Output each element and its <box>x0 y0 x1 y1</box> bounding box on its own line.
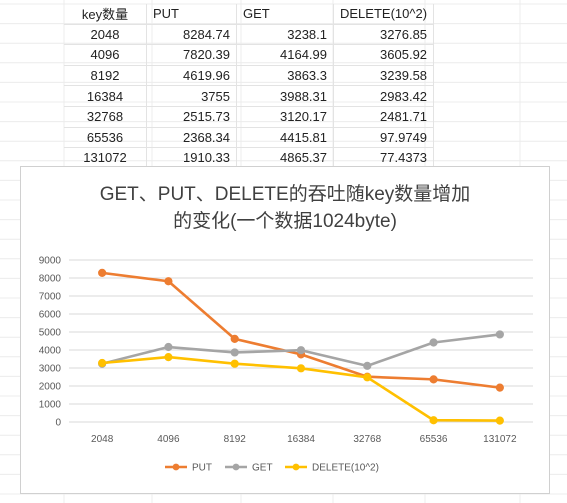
data-point <box>164 277 173 286</box>
legend-marker <box>232 463 240 471</box>
data-point <box>495 330 504 339</box>
x-tick-label: 16384 <box>287 434 315 445</box>
legend-marker <box>292 463 300 471</box>
table-cell[interactable]: 4415.81 <box>236 127 334 149</box>
data-point <box>230 359 239 368</box>
table-cell[interactable]: 3120.17 <box>236 106 334 128</box>
data-point <box>363 361 372 370</box>
data-point <box>98 358 107 368</box>
data-point <box>230 348 239 357</box>
table-row: 8192 4619.96 3863.3 3239.58 <box>64 65 435 87</box>
table-cell[interactable]: 8284.74 <box>146 24 237 46</box>
table-row: 32768 2515.73 3120.17 2481.71 <box>64 106 435 128</box>
legend-marker <box>172 463 180 471</box>
y-tick-label: 0 <box>55 418 61 429</box>
x-tick-label: 32768 <box>353 434 381 445</box>
data-point <box>230 334 239 343</box>
y-tick-label: 5000 <box>39 328 62 339</box>
chart-title: GET、PUT、DELETE的吞吐随key数量增加 的变化(一个数据1024by… <box>21 181 549 235</box>
data-point <box>296 364 306 373</box>
table-cell[interactable]: 4096 <box>64 44 147 66</box>
data-point <box>363 373 372 382</box>
table-cell[interactable]: 2368.34 <box>146 127 237 149</box>
chart-title-line1: GET、PUT、DELETE的吞吐随key数量增加 <box>99 184 471 205</box>
table-cell[interactable]: 7820.39 <box>146 44 237 66</box>
table-cell[interactable]: 16384 <box>64 85 147 107</box>
table-cell[interactable]: PUT <box>146 4 237 25</box>
data-point <box>296 346 306 355</box>
table-cell[interactable]: 3605.92 <box>333 44 435 66</box>
x-tick-label: 2048 <box>91 434 114 445</box>
table-cell[interactable]: 3239.58 <box>333 65 435 87</box>
data-point <box>164 352 173 362</box>
x-tick-label: 131072 <box>483 434 517 445</box>
table-cell[interactable]: 2481.71 <box>333 106 435 128</box>
table-cell[interactable]: 3276.85 <box>333 24 435 46</box>
line-chart-plot: 0 1000 2000 3000 4000 5000 6000 7000 8000 9000 204… <box>39 256 533 474</box>
table-cell[interactable]: 4619.96 <box>146 65 237 87</box>
x-tick-label: 8192 <box>224 434 247 445</box>
table-cell[interactable]: 97.9749 <box>333 127 435 149</box>
table-cell[interactable]: 2515.73 <box>146 106 237 128</box>
data-point <box>429 416 438 425</box>
table-row: 65536 2368.34 4415.81 97.9749 <box>64 127 435 149</box>
legend-label: DELETE(10^2) <box>312 463 379 474</box>
data-point <box>429 338 438 347</box>
y-tick-label: 4000 <box>39 346 62 357</box>
table-cell[interactable]: 3988.31 <box>236 85 334 107</box>
table-cell[interactable]: 4164.99 <box>236 44 334 66</box>
table-cell[interactable]: 2983.42 <box>333 85 435 107</box>
data-point <box>98 268 107 277</box>
data-table: key数量 PUT GET DELETE(10^2) 2048 8284.74 3238.1… <box>64 4 435 169</box>
y-tick-label: 2000 <box>39 382 62 393</box>
y-tick-label: 7000 <box>39 292 62 303</box>
table-cell[interactable]: 2048 <box>64 24 147 46</box>
x-tick-label: 4096 <box>157 434 180 445</box>
y-tick-label: 6000 <box>39 310 62 321</box>
x-tick-label: 65536 <box>420 434 448 445</box>
table-row: 4096 7820.39 4164.99 3605.92 <box>64 44 435 66</box>
table-cell[interactable]: 65536 <box>64 127 147 149</box>
y-tick-label: 9000 <box>39 256 62 267</box>
data-point <box>495 416 504 425</box>
table-cell[interactable]: 32768 <box>64 106 147 128</box>
y-tick-label: 8000 <box>39 274 62 285</box>
data-point <box>164 342 173 352</box>
table-row: 16384 3755 3988.31 2983.42 <box>64 85 435 107</box>
chart-title-line2: 的变化(一个数据1024byte) <box>173 211 397 232</box>
table-cell[interactable]: 8192 <box>64 65 147 87</box>
legend-label: PUT <box>192 463 212 474</box>
legend-label: GET <box>252 463 273 474</box>
table-cell[interactable]: 131072 <box>64 147 147 169</box>
table-cell[interactable]: key数量 <box>64 4 147 25</box>
table-header-row: key数量 PUT GET DELETE(10^2) <box>64 4 435 25</box>
table-cell[interactable]: GET <box>236 4 334 25</box>
table-cell[interactable]: 3755 <box>146 85 237 107</box>
y-tick-label: 1000 <box>39 400 62 411</box>
data-point <box>429 375 438 384</box>
table-row: 2048 8284.74 3238.1 3276.85 <box>64 24 435 46</box>
data-point <box>495 383 504 392</box>
table-cell[interactable]: DELETE(10^2) <box>333 4 435 25</box>
y-tick-label: 3000 <box>39 364 62 375</box>
chart-area[interactable]: GET、PUT、DELETE的吞吐随key数量增加 的变化(一个数据1024by… <box>20 166 550 494</box>
table-cell[interactable]: 3238.1 <box>236 24 334 46</box>
table-cell[interactable]: 3863.3 <box>236 65 334 87</box>
